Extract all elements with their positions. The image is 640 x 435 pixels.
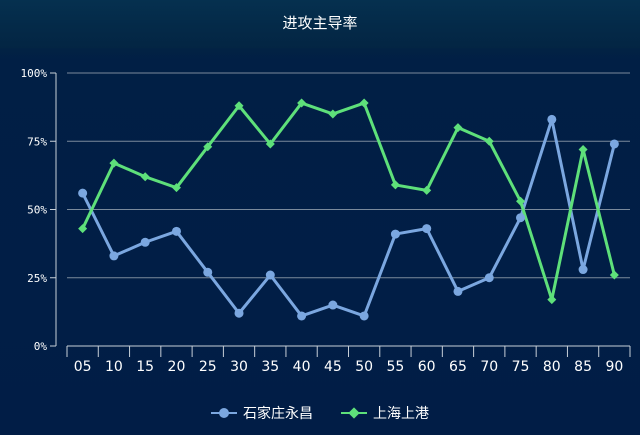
x-tick-label: 85 — [574, 359, 592, 375]
data-point-series-1 — [234, 308, 244, 318]
y-tick-label: 0% — [34, 340, 48, 353]
data-point-series-1 — [453, 286, 463, 296]
data-point-series-2 — [265, 139, 275, 149]
y-tick-label: 25% — [27, 272, 47, 285]
x-tick-label: 60 — [418, 359, 436, 375]
x-tick-label: 05 — [74, 359, 92, 375]
data-point-series-1 — [109, 251, 119, 261]
series-line-2 — [81, 101, 616, 302]
x-tick-label: 40 — [293, 359, 311, 375]
x-tick-label: 25 — [199, 359, 217, 375]
legend-label-series-2: 上海上港 — [373, 406, 429, 422]
series-line-1 — [81, 117, 616, 318]
chart-title: 进攻主导率 — [282, 14, 358, 32]
data-point-series-2 — [609, 270, 619, 280]
data-point-series-2 — [171, 183, 181, 193]
data-point-series-2 — [516, 196, 526, 206]
y-tick-label: 75% — [27, 135, 47, 148]
legend: 石家庄永昌 上海上港 — [0, 403, 640, 423]
data-point-series-2 — [234, 101, 244, 111]
data-point-series-1 — [390, 229, 400, 239]
data-point-series-2 — [422, 185, 432, 195]
data-point-series-2 — [453, 123, 463, 133]
data-point-series-2 — [328, 109, 338, 119]
data-point-series-1 — [328, 300, 338, 310]
x-tick-label: 70 — [480, 359, 498, 375]
legend-label-series-1: 石家庄永昌 — [243, 406, 313, 422]
data-point-series-1 — [171, 226, 181, 236]
x-tick-label: 20 — [168, 359, 186, 375]
data-point-series-2 — [547, 295, 557, 305]
legend-item-series-2[interactable]: 上海上港 — [341, 403, 429, 423]
data-point-series-2 — [484, 136, 494, 146]
data-point-series-1 — [422, 224, 432, 234]
data-point-series-1 — [265, 270, 275, 280]
data-point-series-2 — [578, 144, 588, 154]
y-tick-label: 100% — [21, 67, 48, 80]
legend-item-series-1[interactable]: 石家庄永昌 — [211, 403, 313, 423]
data-point-series-2 — [203, 142, 213, 152]
data-point-series-1 — [609, 139, 619, 149]
data-point-series-1 — [547, 114, 557, 124]
data-point-series-1 — [203, 267, 213, 277]
data-point-series-1 — [297, 311, 307, 321]
diamond-marker-icon — [341, 407, 367, 419]
x-tick-label: 45 — [324, 359, 342, 375]
x-tick-label: 65 — [449, 359, 467, 375]
data-point-series-1 — [78, 188, 88, 198]
title-band — [0, 0, 640, 48]
data-point-series-1 — [578, 265, 588, 275]
data-point-series-2 — [297, 98, 307, 108]
data-point-series-2 — [78, 224, 88, 234]
data-point-series-1 — [484, 273, 494, 283]
x-tick-label: 35 — [261, 359, 279, 375]
data-point-series-2 — [109, 158, 119, 168]
x-tick-label: 50 — [355, 359, 373, 375]
data-point-series-2 — [390, 180, 400, 190]
data-point-series-2 — [140, 172, 150, 182]
data-point-series-1 — [140, 237, 150, 247]
x-tick-label: 75 — [512, 359, 530, 375]
x-tick-label: 55 — [387, 359, 405, 375]
x-tick-label: 15 — [136, 359, 154, 375]
y-tick-label: 50% — [27, 204, 47, 217]
data-point-series-2 — [359, 98, 369, 108]
x-tick-label: 10 — [105, 359, 123, 375]
x-tick-label: 30 — [230, 359, 248, 375]
data-point-series-1 — [516, 213, 526, 223]
x-tick-label: 90 — [605, 359, 623, 375]
x-tick-label: 80 — [543, 359, 561, 375]
circle-marker-icon — [211, 407, 237, 419]
data-point-series-1 — [359, 311, 369, 321]
